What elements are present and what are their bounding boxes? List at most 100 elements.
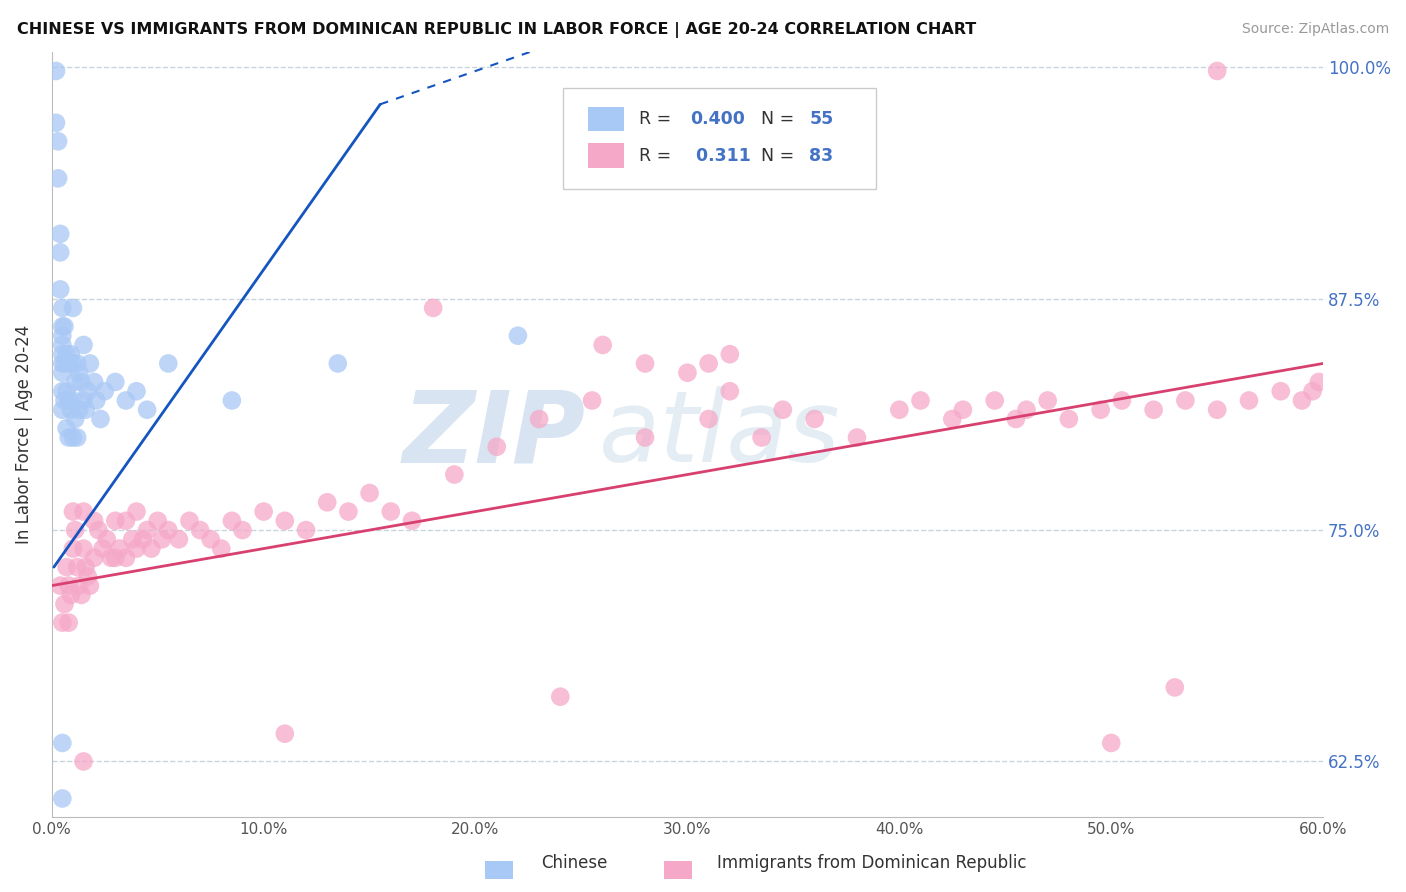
Point	[337, 504, 360, 518]
Point	[49, 227, 72, 241]
Y-axis label: In Labor Force | Age 20-24: In Labor Force | Age 20-24	[15, 325, 32, 544]
Point	[1302, 384, 1324, 399]
Point	[58, 430, 80, 444]
Point	[422, 301, 444, 315]
Point	[359, 486, 381, 500]
Point	[1036, 393, 1059, 408]
Text: Source: ZipAtlas.com: Source: ZipAtlas.com	[1241, 22, 1389, 37]
Point	[150, 533, 173, 547]
FancyBboxPatch shape	[588, 107, 624, 131]
Point	[697, 356, 720, 370]
Point	[506, 328, 529, 343]
Point	[58, 393, 80, 408]
Point	[76, 569, 98, 583]
Point	[59, 588, 82, 602]
Point	[70, 375, 93, 389]
Point	[72, 755, 94, 769]
Point	[63, 523, 86, 537]
Point	[79, 356, 101, 370]
Point	[58, 579, 80, 593]
Point	[96, 533, 118, 547]
Point	[115, 550, 138, 565]
Point	[51, 301, 73, 315]
Point	[83, 375, 105, 389]
Point	[59, 347, 82, 361]
Point	[1111, 393, 1133, 408]
Point	[1005, 412, 1028, 426]
Point	[146, 514, 169, 528]
Point	[910, 393, 932, 408]
Point	[581, 393, 603, 408]
Point	[132, 533, 155, 547]
Point	[66, 560, 89, 574]
Point	[157, 356, 180, 370]
Text: N =: N =	[761, 110, 800, 128]
Point	[634, 356, 657, 370]
Point	[67, 402, 90, 417]
Point	[718, 347, 741, 361]
Point	[87, 523, 110, 537]
Text: 55: 55	[810, 110, 834, 128]
Point	[51, 402, 73, 417]
Text: CHINESE VS IMMIGRANTS FROM DOMINICAN REPUBLIC IN LABOR FORCE | AGE 20-24 CORRELA: CHINESE VS IMMIGRANTS FROM DOMINICAN REP…	[17, 22, 976, 38]
Point	[62, 356, 84, 370]
Point	[70, 588, 93, 602]
Point	[51, 736, 73, 750]
Point	[952, 402, 974, 417]
Point	[63, 412, 86, 426]
Point	[718, 384, 741, 399]
Point	[751, 430, 773, 444]
Point	[49, 245, 72, 260]
Point	[67, 579, 90, 593]
Point	[84, 393, 107, 408]
Point	[136, 523, 159, 537]
Point	[104, 375, 127, 389]
Point	[51, 328, 73, 343]
Point	[676, 366, 699, 380]
Point	[231, 523, 253, 537]
Point	[634, 430, 657, 444]
Point	[136, 402, 159, 417]
Point	[326, 356, 349, 370]
Text: 83: 83	[810, 146, 834, 165]
Point	[1206, 402, 1229, 417]
Text: Chinese: Chinese	[541, 855, 607, 872]
Point	[79, 579, 101, 593]
Point	[49, 282, 72, 296]
Point	[1164, 681, 1187, 695]
Point	[45, 116, 67, 130]
Text: atlas: atlas	[599, 386, 839, 483]
Point	[772, 402, 794, 417]
Point	[100, 550, 122, 565]
Point	[46, 171, 69, 186]
Point	[295, 523, 318, 537]
Text: 0.311: 0.311	[690, 146, 751, 165]
Point	[443, 467, 465, 482]
Point	[51, 356, 73, 370]
Point	[45, 64, 67, 78]
Point	[889, 402, 911, 417]
Point	[167, 533, 190, 547]
Point	[62, 393, 84, 408]
Point	[1090, 402, 1112, 417]
Point	[1291, 393, 1313, 408]
Point	[108, 541, 131, 556]
Point	[72, 541, 94, 556]
Point	[209, 541, 232, 556]
FancyBboxPatch shape	[588, 144, 624, 168]
Point	[89, 412, 111, 426]
Point	[846, 430, 869, 444]
Point	[1270, 384, 1292, 399]
Point	[75, 560, 97, 574]
Point	[104, 514, 127, 528]
Point	[63, 375, 86, 389]
Point	[76, 384, 98, 399]
Point	[51, 347, 73, 361]
Point	[157, 523, 180, 537]
Point	[380, 504, 402, 518]
Point	[1057, 412, 1080, 426]
Point	[53, 597, 76, 611]
Point	[188, 523, 211, 537]
Point	[983, 393, 1005, 408]
Text: N =: N =	[761, 146, 800, 165]
